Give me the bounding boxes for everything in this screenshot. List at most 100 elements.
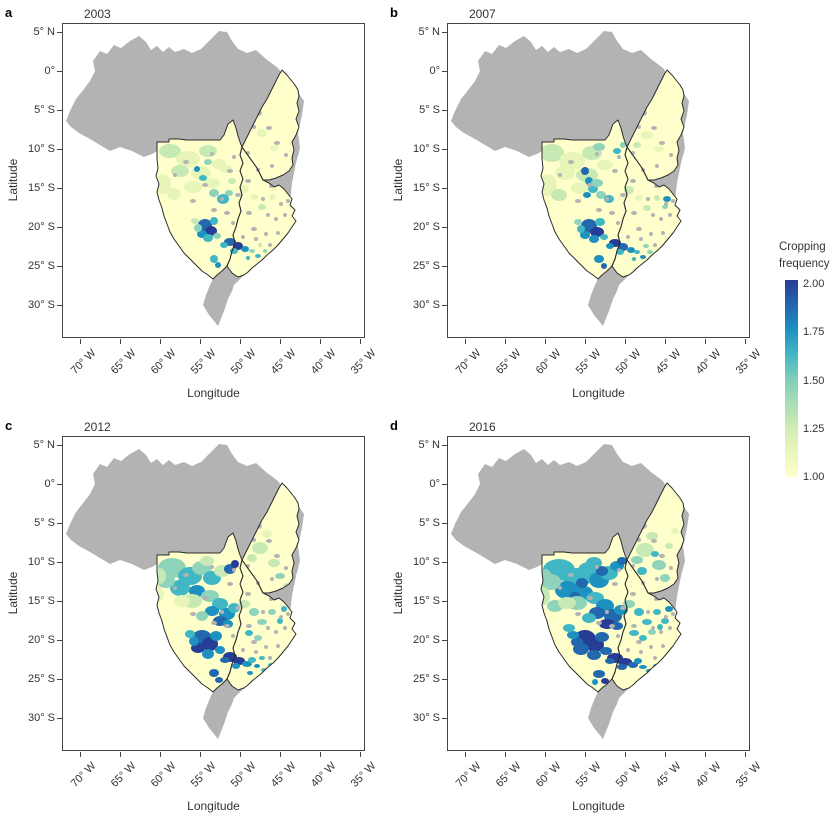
y-tick-mark <box>442 71 447 72</box>
cropping-frequency-blobs <box>541 523 684 685</box>
panel-c: c 2012 Latitude 5° N 0° 5° S 10° S 15° S 20° … <box>0 413 385 818</box>
y-tick-mark <box>57 718 62 719</box>
study-region-outline <box>241 69 300 181</box>
x-tick-mark <box>465 339 466 344</box>
panel-letter: d <box>390 418 398 433</box>
study-region-outline <box>626 482 685 594</box>
y-tick-label: 30° S <box>27 299 55 311</box>
study-region-fill <box>242 70 299 180</box>
brazil-cropping-map <box>62 436 365 751</box>
panel-b: b 2007 Latitude 5° N 0° 5° S 10° S 15° S 20° … <box>385 0 770 405</box>
plot-border <box>62 23 365 338</box>
y-tick-mark <box>57 110 62 111</box>
panel-letter: b <box>390 5 398 20</box>
y-tick-mark <box>442 110 447 111</box>
x-tick-mark <box>120 752 121 757</box>
y-tick-mark <box>442 32 447 33</box>
x-tick-mark <box>240 752 241 757</box>
y-tick-mark <box>442 601 447 602</box>
y-tick-mark <box>57 149 62 150</box>
x-tick-mark <box>160 339 161 344</box>
y-tick-label: 5° S <box>34 104 55 116</box>
y-tick-label: 20° S <box>27 221 55 233</box>
panel-a: a 2003 Latitude 5° N 0° 5° S 10° S 15° S 20° … <box>0 0 385 405</box>
y-tick-label: 30° S <box>27 712 55 724</box>
x-axis-label: Longitude <box>187 799 240 813</box>
y-tick-mark <box>57 227 62 228</box>
legend-title-line2: frequency <box>779 258 830 270</box>
y-tick-mark <box>57 305 62 306</box>
y-tick-mark <box>442 149 447 150</box>
y-tick-mark <box>57 640 62 641</box>
y-tick-mark <box>57 679 62 680</box>
y-tick-label: 25° S <box>27 260 55 272</box>
x-tick-mark <box>320 752 321 757</box>
x-tick-mark <box>240 339 241 344</box>
x-axis-label: Longitude <box>572 799 625 813</box>
study-region-fill <box>227 147 296 277</box>
x-tick-mark <box>280 339 281 344</box>
plot-border <box>447 23 750 338</box>
y-tick-label: 5° S <box>419 517 440 529</box>
brazil-cropping-map <box>447 436 750 751</box>
y-tick-label: 25° S <box>27 673 55 685</box>
x-tick-mark <box>745 339 746 344</box>
plot-border <box>447 436 750 751</box>
study-region-outline <box>226 559 297 691</box>
y-axis-ticks: 5° N 0° 5° S 10° S 15° S 20° S 25° S 30° S <box>385 413 447 758</box>
x-axis-ticks: 70° W 65° W 60° W 55° W 50° W 45° W 40° W 35° W <box>385 338 770 402</box>
y-tick-label: 0° <box>44 65 55 77</box>
x-tick-mark <box>120 339 121 344</box>
legend-tick-label: 1.50 <box>803 374 825 387</box>
x-tick-mark <box>200 752 201 757</box>
legend-tick-label: 1.75 <box>803 326 825 339</box>
study-region-outline <box>626 69 685 181</box>
y-tick-mark <box>57 32 62 33</box>
y-tick-label: 10° S <box>412 143 440 155</box>
y-tick-mark <box>57 188 62 189</box>
x-tick-mark <box>80 752 81 757</box>
x-tick-mark <box>585 339 586 344</box>
study-region-outline <box>226 146 297 278</box>
y-tick-label: 30° S <box>412 299 440 311</box>
legend-title: Cropping frequency <box>779 239 830 273</box>
x-tick-mark <box>625 339 626 344</box>
plot-border <box>62 436 365 751</box>
y-tick-label: 15° S <box>27 595 55 607</box>
y-axis-ticks: 5° N 0° 5° S 10° S 15° S 20° S 25° S 30° S <box>385 0 447 345</box>
x-tick-mark <box>320 339 321 344</box>
y-tick-mark <box>442 445 447 446</box>
y-tick-label: 5° N <box>33 26 55 38</box>
legend-title-line1: Cropping <box>779 241 826 253</box>
y-tick-label: 0° <box>429 65 440 77</box>
x-tick-mark <box>545 752 546 757</box>
x-tick-mark <box>200 339 201 344</box>
y-tick-mark <box>57 266 62 267</box>
legend-tick-labels: 2.00 1.75 1.50 1.25 1.00 <box>765 235 840 495</box>
study-region-fill <box>612 560 681 690</box>
y-tick-mark <box>442 188 447 189</box>
panel-letter: c <box>5 418 13 433</box>
y-tick-label: 10° S <box>412 556 440 568</box>
study-region-outline <box>241 482 300 594</box>
y-tick-mark <box>442 266 447 267</box>
y-tick-label: 15° S <box>412 595 440 607</box>
map-plot-area <box>62 436 365 751</box>
panel-title-year: 2016 <box>469 420 496 434</box>
x-axis-ticks: 70° W 65° W 60° W 55° W 50° W 45° W 40° W 35° W <box>0 338 385 402</box>
study-region-fill <box>612 147 681 277</box>
x-tick-mark <box>705 752 706 757</box>
y-tick-label: 5° N <box>33 439 55 451</box>
x-axis-ticks: 70° W 65° W 60° W 55° W 50° W 45° W 40° W 35° W <box>0 751 385 815</box>
x-tick-mark <box>585 752 586 757</box>
y-tick-label: 20° S <box>412 634 440 646</box>
x-tick-mark <box>665 339 666 344</box>
x-tick-mark <box>280 752 281 757</box>
y-tick-label: 25° S <box>412 260 440 272</box>
panel-title-year: 2007 <box>469 7 496 21</box>
y-tick-mark <box>442 562 447 563</box>
x-tick-mark <box>665 752 666 757</box>
x-tick-mark <box>360 752 361 757</box>
y-axis-ticks: 5° N 0° 5° S 10° S 15° S 20° S 25° S 30° S <box>0 0 62 345</box>
